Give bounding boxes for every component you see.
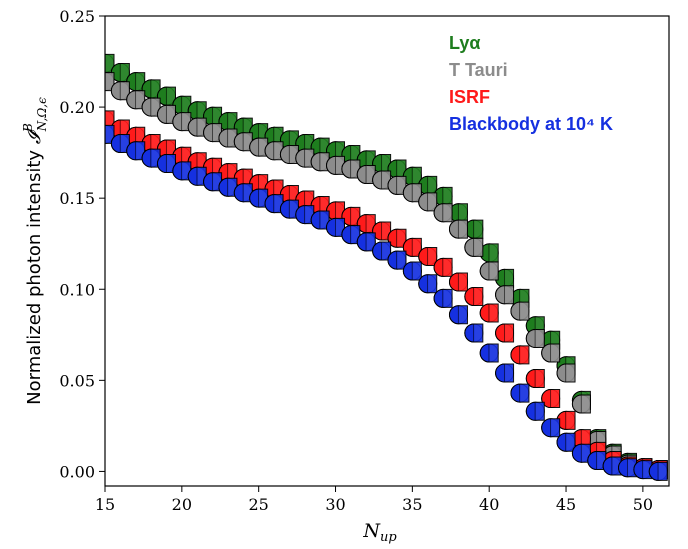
data-point bbox=[495, 363, 515, 383]
x-tick-label: 25 bbox=[248, 495, 268, 514]
data-point bbox=[556, 410, 576, 430]
y-tick-label: 0.00 bbox=[59, 462, 95, 481]
y-tick-label: 0.05 bbox=[59, 371, 95, 390]
data-point bbox=[141, 97, 161, 117]
data-point bbox=[525, 401, 545, 421]
data-point bbox=[341, 159, 361, 179]
legend-item: Blackbody at 10⁴ K bbox=[449, 114, 613, 134]
data-point bbox=[356, 232, 376, 252]
data-point bbox=[110, 81, 130, 101]
series-1 bbox=[105, 72, 668, 480]
data-point bbox=[402, 237, 422, 257]
data-point bbox=[571, 394, 591, 414]
data-point bbox=[341, 206, 361, 226]
data-point bbox=[571, 443, 591, 463]
data-point bbox=[479, 343, 499, 363]
data-point bbox=[448, 272, 468, 292]
x-tick-label: 30 bbox=[325, 495, 345, 514]
data-point bbox=[264, 141, 284, 161]
data-point bbox=[279, 199, 299, 219]
data-point bbox=[372, 241, 392, 261]
data-point bbox=[203, 123, 223, 143]
y-tick-label: 0.15 bbox=[59, 189, 95, 208]
data-point bbox=[556, 432, 576, 452]
data-point bbox=[464, 287, 484, 307]
data-point bbox=[279, 144, 299, 164]
data-point bbox=[495, 323, 515, 343]
data-point bbox=[326, 155, 346, 175]
data-point bbox=[295, 148, 315, 168]
data-point bbox=[448, 305, 468, 325]
svg-text:Normalized photon intensity 𝓘: Normalized photon intensity 𝓘BN,Ω,ϵ bbox=[21, 97, 49, 405]
data-point bbox=[387, 228, 407, 248]
data-point bbox=[464, 323, 484, 343]
x-tick-label: 45 bbox=[556, 495, 576, 514]
y-tick-label: 0.25 bbox=[59, 7, 95, 26]
data-point bbox=[310, 195, 330, 215]
data-point bbox=[479, 261, 499, 281]
data-point bbox=[433, 203, 453, 223]
data-point bbox=[310, 210, 330, 230]
y-axis: 0.00 0.05 0.10 0.15 0.20 0.25 bbox=[59, 7, 105, 481]
x-tick-label: 35 bbox=[402, 495, 422, 514]
legend-item: Lyα bbox=[449, 33, 480, 53]
data-point bbox=[510, 345, 530, 365]
x-axis: 15 20 25 30 35 40 45 50 bbox=[95, 486, 653, 514]
data-point bbox=[187, 166, 207, 186]
data-point bbox=[541, 418, 561, 438]
data-point bbox=[525, 328, 545, 348]
data-point bbox=[264, 194, 284, 214]
data-point bbox=[126, 90, 146, 110]
data-point bbox=[105, 72, 115, 92]
legend-item: ISRF bbox=[449, 87, 490, 107]
data-point bbox=[402, 261, 422, 281]
data-point bbox=[218, 128, 238, 148]
data-point bbox=[541, 343, 561, 363]
y-tick-label: 0.10 bbox=[59, 280, 95, 299]
data-point bbox=[418, 246, 438, 266]
data-point bbox=[525, 369, 545, 389]
data-point bbox=[556, 363, 576, 383]
data-point bbox=[187, 117, 207, 137]
legend: Lyα T Tauri ISRF Blackbody at 10⁴ K bbox=[449, 33, 613, 134]
y-axis-label: Normalized photon intensity 𝓘BN,Ω,ϵ bbox=[21, 97, 49, 405]
data-point bbox=[387, 250, 407, 270]
data-point bbox=[433, 186, 453, 206]
data-point bbox=[433, 257, 453, 277]
series-3 bbox=[105, 124, 668, 481]
data-point bbox=[418, 192, 438, 212]
plot-frame bbox=[104, 15, 670, 487]
data-point bbox=[448, 219, 468, 239]
x-axis-label: Nup bbox=[362, 520, 397, 545]
data-point bbox=[541, 389, 561, 409]
data-point bbox=[203, 157, 223, 177]
data-point bbox=[495, 285, 515, 305]
data-point bbox=[402, 183, 422, 203]
data-point bbox=[233, 183, 253, 203]
data-point bbox=[326, 217, 346, 237]
data-point bbox=[479, 303, 499, 323]
x-tick-label: 20 bbox=[172, 495, 192, 514]
x-tick-label: 40 bbox=[479, 495, 499, 514]
data-point bbox=[105, 110, 115, 130]
data-point bbox=[105, 124, 115, 144]
markers-layer bbox=[105, 53, 668, 481]
data-point bbox=[648, 461, 668, 481]
data-point bbox=[218, 177, 238, 197]
data-point bbox=[602, 456, 622, 476]
data-point bbox=[310, 152, 330, 172]
legend-item: T Tauri bbox=[449, 60, 508, 80]
y-tick-label: 0.20 bbox=[59, 98, 95, 117]
data-point bbox=[418, 274, 438, 294]
svg-text:Nup: Nup bbox=[362, 520, 397, 545]
data-point bbox=[464, 237, 484, 257]
x-tick-label: 50 bbox=[633, 495, 653, 514]
data-point bbox=[279, 185, 299, 205]
data-point bbox=[510, 301, 530, 321]
data-point bbox=[433, 288, 453, 308]
x-tick-label: 15 bbox=[95, 495, 115, 514]
data-point bbox=[510, 383, 530, 403]
